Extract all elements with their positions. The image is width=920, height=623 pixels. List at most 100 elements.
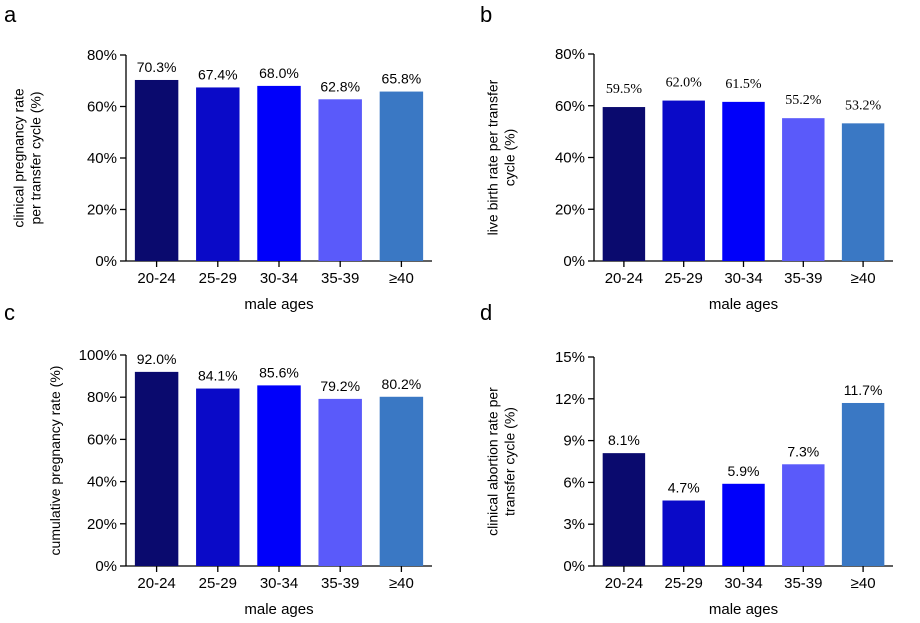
y-tick-label: 15% bbox=[555, 349, 585, 366]
data-label: 68.0% bbox=[259, 65, 299, 81]
bar-35-39 bbox=[782, 464, 825, 566]
bar-25-29 bbox=[196, 87, 240, 261]
y-axis-label: clinical pregnancy rate bbox=[11, 88, 27, 228]
bar-30-34 bbox=[257, 385, 301, 566]
data-label: 70.3% bbox=[137, 59, 177, 75]
data-label: 65.8% bbox=[382, 71, 422, 87]
panel-letter: b bbox=[480, 2, 492, 27]
x-tick-label: ≥40 bbox=[851, 270, 876, 287]
y-tick-label: 0% bbox=[563, 253, 585, 270]
y-tick-label: 40% bbox=[87, 474, 117, 491]
y-tick-label: 9% bbox=[563, 433, 585, 450]
bar-20-24 bbox=[602, 453, 646, 566]
y-tick-label: 60% bbox=[87, 431, 117, 448]
x-tick-label: 30-34 bbox=[724, 270, 762, 287]
bar-ge40 bbox=[841, 123, 885, 261]
x-tick-label: 25-29 bbox=[199, 575, 237, 592]
x-tick-label: 25-29 bbox=[199, 270, 237, 287]
x-tick-label: 20-24 bbox=[137, 575, 175, 592]
y-axis-label: cycle (%) bbox=[502, 129, 518, 187]
data-label: 80.2% bbox=[382, 376, 422, 392]
y-tick-label: 0% bbox=[95, 558, 117, 575]
data-label: 55.2% bbox=[785, 93, 822, 108]
data-label: 84.1% bbox=[198, 368, 238, 384]
data-label: 61.5% bbox=[725, 77, 762, 92]
x-tick-label: 20-24 bbox=[137, 270, 175, 287]
data-label: 92.0% bbox=[137, 351, 177, 367]
y-tick-label: 0% bbox=[95, 253, 117, 270]
x-tick-label: 20-24 bbox=[605, 575, 643, 592]
y-tick-label: 60% bbox=[555, 98, 585, 115]
data-label: 5.9% bbox=[728, 463, 760, 479]
bar-30-34 bbox=[722, 101, 765, 262]
x-axis-label: male ages bbox=[709, 296, 778, 313]
panel-letter: d bbox=[480, 300, 492, 325]
y-tick-label: 100% bbox=[79, 347, 117, 364]
bar-20-24 bbox=[134, 79, 179, 261]
bar-ge40 bbox=[379, 396, 424, 566]
bar-35-39 bbox=[782, 118, 825, 261]
y-tick-label: 6% bbox=[563, 474, 585, 491]
data-label: 79.2% bbox=[320, 378, 360, 394]
x-tick-label: ≥40 bbox=[389, 575, 414, 592]
data-label: 59.5% bbox=[606, 82, 643, 97]
bar-ge40 bbox=[841, 402, 885, 566]
chart-panel-b: b 0% 20% 40% 60% 80% 20-24 59.5% 25-29 62.0% 30-34… bbox=[480, 2, 893, 313]
x-tick-label: 35-39 bbox=[784, 270, 822, 287]
bar-25-29 bbox=[662, 500, 705, 566]
bar-20-24 bbox=[134, 371, 179, 566]
chart-panel-c: c 0% 20% 40% 60% 80% 100% 20-24 92.0% 25-29 84.1% 3… bbox=[4, 300, 432, 618]
y-tick-label: 40% bbox=[555, 150, 585, 167]
x-tick-label: ≥40 bbox=[389, 270, 414, 287]
y-axis-label: per transfer cycle (%) bbox=[28, 91, 44, 224]
data-label: 7.3% bbox=[787, 443, 819, 459]
x-axis-label: male ages bbox=[244, 296, 313, 313]
y-tick-label: 60% bbox=[87, 99, 117, 116]
x-tick-label: 35-39 bbox=[321, 270, 359, 287]
chart-panel-d: d 0% 3% 6% 9% 12% 15% 20-24 8.1% 25-29 4.7% 30-34 5.… bbox=[480, 300, 893, 618]
data-label: 85.6% bbox=[259, 364, 299, 380]
panel-letter: c bbox=[4, 300, 15, 325]
y-tick-label: 80% bbox=[87, 389, 117, 406]
data-label: 62.0% bbox=[666, 76, 703, 91]
data-label: 62.8% bbox=[320, 78, 360, 94]
y-axis-label: live birth rate per transfer bbox=[485, 79, 501, 235]
data-label: 67.4% bbox=[198, 66, 238, 82]
x-tick-label: 35-39 bbox=[784, 575, 822, 592]
x-tick-label: 25-29 bbox=[665, 270, 703, 287]
x-tick-label: 35-39 bbox=[321, 575, 359, 592]
y-axis-label: transfer cycle (%) bbox=[502, 407, 518, 516]
x-tick-label: 30-34 bbox=[260, 270, 298, 287]
y-axis-label: cumulative pregnancy rate (%) bbox=[47, 366, 63, 556]
y-tick-label: 20% bbox=[87, 202, 117, 219]
data-label: 11.7% bbox=[844, 382, 883, 398]
bar-25-29 bbox=[196, 388, 240, 566]
data-label: 4.7% bbox=[668, 480, 700, 496]
y-tick-label: 20% bbox=[87, 516, 117, 533]
bar-25-29 bbox=[662, 100, 705, 261]
chart-panel-a: a 0% 20% 40% 60% 80% 20-24 70.3% 25-29 67.4% 30-34… bbox=[4, 2, 432, 313]
panel-letter: a bbox=[4, 2, 17, 27]
bar-35-39 bbox=[318, 398, 362, 566]
data-label: 8.1% bbox=[608, 432, 640, 448]
y-tick-label: 12% bbox=[555, 391, 585, 408]
x-tick-label: ≥40 bbox=[851, 575, 876, 592]
bar-30-34 bbox=[722, 483, 765, 566]
x-axis-label: male ages bbox=[244, 601, 313, 618]
x-tick-label: 25-29 bbox=[665, 575, 703, 592]
bar-20-24 bbox=[602, 107, 646, 261]
y-axis-label: clinical abortion rate per bbox=[485, 387, 501, 536]
x-tick-label: 20-24 bbox=[605, 270, 643, 287]
y-tick-label: 3% bbox=[563, 516, 585, 533]
x-tick-label: 30-34 bbox=[724, 575, 762, 592]
bar-35-39 bbox=[318, 99, 362, 261]
y-tick-label: 20% bbox=[555, 201, 585, 218]
bar-30-34 bbox=[257, 85, 301, 262]
x-tick-label: 30-34 bbox=[260, 575, 298, 592]
y-tick-label: 0% bbox=[563, 558, 585, 575]
y-tick-label: 80% bbox=[87, 47, 117, 64]
bar-ge40 bbox=[379, 91, 424, 261]
data-label: 53.2% bbox=[845, 98, 882, 113]
x-axis-label: male ages bbox=[709, 601, 778, 618]
